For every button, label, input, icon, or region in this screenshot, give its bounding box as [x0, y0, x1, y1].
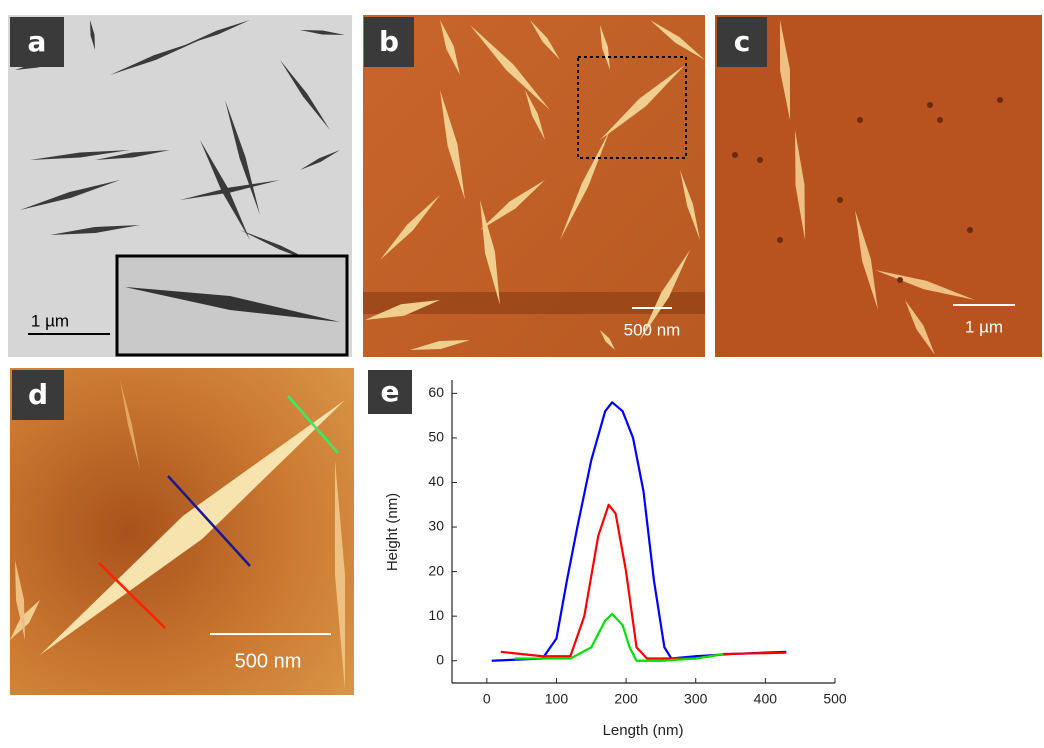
label-box	[12, 370, 64, 420]
x-tick-label: 0	[483, 691, 491, 707]
x-tick-label: 100	[545, 691, 569, 707]
y-axis-label: Height (nm)	[384, 493, 401, 571]
y-tick-label: 0	[436, 651, 444, 667]
needle	[530, 20, 560, 60]
label-box	[717, 17, 767, 67]
needle	[600, 330, 615, 350]
y-tick-label: 60	[428, 384, 444, 400]
inset-needle	[125, 287, 340, 322]
pit	[927, 102, 933, 108]
scale-bar-label: 1 µm	[31, 311, 69, 330]
pit	[732, 152, 738, 158]
scale-bar-label: 500 nm	[235, 650, 302, 672]
needle	[795, 130, 805, 240]
y-tick-label: 50	[428, 429, 444, 445]
needle	[650, 20, 705, 60]
needle	[525, 90, 545, 140]
pit	[757, 157, 763, 163]
needle	[30, 150, 130, 160]
label-box	[10, 17, 64, 67]
needle	[335, 460, 345, 690]
series-line	[514, 612, 724, 662]
needle	[905, 300, 935, 355]
needle	[480, 180, 545, 230]
x-axis-label: Length (nm)	[603, 722, 684, 739]
scan-line	[363, 292, 705, 314]
needle	[410, 340, 470, 350]
scale-bar-label: 500 nm	[624, 320, 681, 339]
panel-label: d	[28, 378, 48, 411]
pit	[997, 97, 1003, 103]
panel-label: a	[28, 25, 47, 58]
series-line	[491, 401, 787, 662]
panel-label: c	[734, 25, 751, 58]
panel-label: b	[379, 25, 399, 58]
pit	[897, 277, 903, 283]
label-box	[368, 370, 412, 414]
profile-line	[167, 475, 251, 567]
needle	[365, 300, 440, 320]
needle	[440, 90, 465, 200]
label-box	[364, 17, 414, 67]
needle	[10, 600, 40, 640]
y-tick-label: 10	[428, 607, 444, 623]
needle	[470, 25, 550, 110]
needle	[780, 20, 790, 120]
series-line	[500, 503, 787, 660]
afm-image	[715, 15, 1042, 357]
zoom-box	[577, 56, 687, 159]
needle	[185, 20, 250, 45]
needle	[300, 150, 340, 170]
profile-line	[98, 562, 166, 629]
needle	[90, 20, 95, 50]
needle	[180, 180, 280, 200]
pit	[777, 237, 783, 243]
needle	[380, 195, 440, 260]
needle	[440, 20, 460, 75]
pit	[967, 227, 973, 233]
needle	[300, 30, 345, 35]
needle	[120, 380, 140, 470]
needle	[600, 65, 685, 140]
panel-label: e	[381, 375, 400, 408]
pit	[837, 197, 843, 203]
needle	[50, 225, 140, 235]
x-tick-label: 500	[823, 691, 847, 707]
needle	[20, 180, 120, 210]
panel-b	[363, 15, 705, 357]
profile-line	[287, 395, 339, 454]
needle	[560, 130, 610, 240]
pit	[937, 117, 943, 123]
y-tick-label: 20	[428, 562, 444, 578]
needle	[95, 150, 170, 160]
needle	[280, 60, 330, 130]
x-tick-label: 200	[614, 691, 638, 707]
needle	[15, 560, 25, 640]
panel-c	[715, 15, 1042, 357]
x-tick-label: 300	[684, 691, 708, 707]
panel-d	[10, 368, 354, 695]
needle	[640, 250, 690, 340]
y-tick-label: 30	[428, 518, 444, 534]
needle	[680, 170, 700, 240]
needle	[600, 25, 610, 70]
needle	[40, 400, 345, 655]
pit	[857, 117, 863, 123]
scale-bar-label: 1 µm	[965, 317, 1003, 336]
y-tick-label: 40	[428, 473, 444, 489]
chart: Length (nm) Height (nm) 0 10 20 30 40 50 60 0 10…	[384, 380, 847, 739]
needle	[110, 40, 200, 75]
x-tick-label: 400	[754, 691, 778, 707]
needle	[855, 210, 878, 310]
